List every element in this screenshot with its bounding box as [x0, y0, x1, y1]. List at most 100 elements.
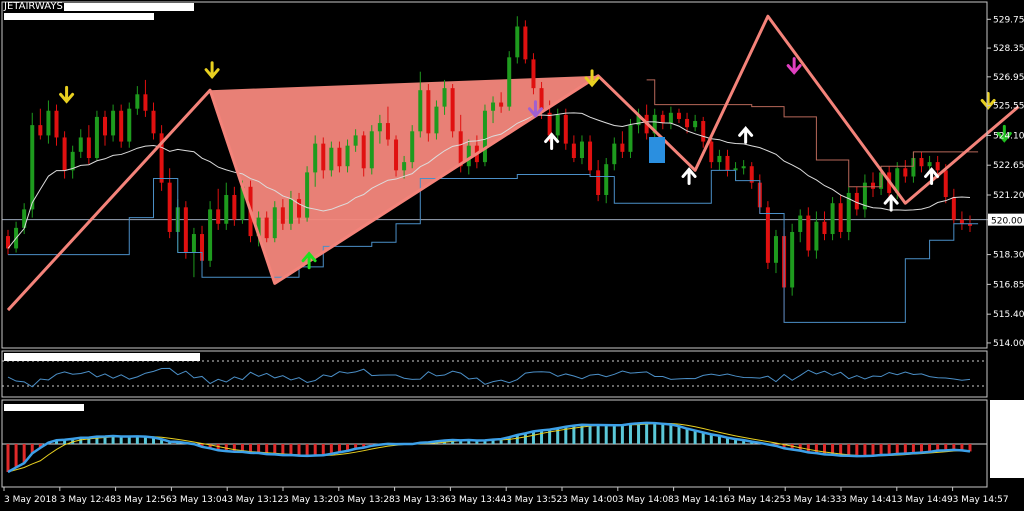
sell-arrow-icon — [584, 69, 600, 88]
macd-histogram-bar — [822, 444, 826, 455]
candle-body — [676, 112, 681, 119]
oscillator-panel-frame — [1, 350, 988, 398]
time-tick-label: 3 May 13:12 — [227, 495, 283, 505]
candle-body — [103, 116, 108, 136]
candle-body — [491, 102, 496, 111]
time-tick-label: 3 May 14:00 — [562, 495, 618, 505]
candle-body — [297, 199, 302, 218]
candle-body — [394, 139, 399, 171]
buy-arrow-icon — [681, 167, 697, 185]
candle-body — [951, 197, 956, 220]
price-tick-label: 529.75 — [993, 15, 1024, 25]
macd-panel — [2, 421, 987, 474]
candle-body — [725, 155, 730, 171]
candle-body — [660, 114, 665, 124]
candle-body — [264, 217, 269, 239]
macd-histogram-bar — [6, 444, 10, 472]
macd-histogram-bar — [38, 444, 42, 448]
candle-body — [604, 164, 609, 195]
candle-body — [361, 135, 366, 169]
macd-histogram-bar — [249, 444, 253, 453]
candle-body — [806, 215, 811, 251]
candle-body — [78, 137, 83, 152]
candle-body — [208, 209, 213, 261]
candle-body — [749, 166, 754, 183]
macd-histogram-bar — [531, 431, 535, 444]
candle-body — [127, 108, 132, 142]
candle-body — [143, 94, 148, 111]
candle-body — [968, 223, 972, 226]
price-tick-label: 514.00 — [993, 339, 1024, 349]
macd-histogram-bar — [596, 425, 600, 444]
indicator-name-mask-3 — [4, 353, 200, 361]
macd-histogram-bar — [337, 444, 341, 453]
indicator-name-mask-4 — [4, 404, 84, 411]
candle-body — [636, 114, 641, 126]
candle-body — [507, 57, 512, 107]
candle-body — [499, 102, 504, 107]
candle-body — [563, 114, 568, 144]
macd-histogram-bar — [297, 444, 301, 456]
candle-body — [377, 123, 382, 132]
macd-histogram-bar — [863, 444, 867, 456]
macd-histogram-bar — [111, 435, 115, 444]
macd-histogram-bar — [944, 444, 948, 451]
macd-histogram-bar — [645, 422, 649, 444]
sell-arrow-icon — [786, 57, 802, 75]
candle-body — [86, 137, 91, 159]
candle-body — [442, 88, 447, 107]
macd-histogram-bar — [499, 439, 503, 444]
macd-histogram-bar — [467, 439, 471, 444]
time-tick-label: 3 May 14:25 — [729, 495, 785, 505]
macd-histogram-bar — [224, 444, 228, 452]
candle-body — [256, 217, 261, 237]
macd-histogram-bar — [540, 430, 544, 444]
macd-histogram-bar — [208, 444, 212, 449]
resistance-line — [646, 79, 979, 188]
macd-histogram-bar — [491, 439, 495, 444]
buy-arrow-icon — [924, 167, 940, 185]
macd-histogram-bar — [95, 436, 99, 444]
macd-histogram-bar — [240, 444, 244, 452]
candle-body — [119, 110, 124, 142]
candle-body — [46, 110, 51, 136]
macd-histogram-bar — [637, 423, 641, 444]
macd-histogram-bar — [321, 444, 325, 456]
macd-histogram-bar — [677, 426, 681, 444]
macd-histogram-bar — [628, 424, 632, 444]
macd-histogram-bar — [257, 444, 261, 454]
trailing-stop-line — [8, 169, 979, 323]
time-tick-label: 3 May 14:41 — [841, 495, 897, 505]
macd-histogram-bar — [588, 424, 592, 444]
candle-body — [741, 166, 746, 169]
macd-histogram-bar — [523, 433, 527, 444]
channel-fill — [210, 75, 599, 284]
candle-body — [313, 143, 318, 173]
macd-histogram-bar — [556, 428, 560, 444]
macd-histogram-bar — [305, 444, 309, 456]
price-tick-label: 521.20 — [993, 191, 1024, 201]
candle-body — [22, 209, 27, 228]
zigzag-line — [6, 14, 1020, 312]
macd-histogram-bar — [806, 444, 810, 453]
macd-histogram-bar — [693, 430, 697, 444]
candle-body — [588, 141, 593, 171]
macd-histogram-bar — [895, 444, 899, 454]
candle-body — [70, 151, 75, 171]
candle-body — [943, 170, 948, 198]
candle-body — [579, 141, 584, 159]
macd-histogram-bar — [790, 444, 794, 450]
time-tick-label: 3 May 13:04 — [171, 495, 227, 505]
buy-arrow-icon — [301, 251, 317, 270]
time-tick-label: 3 May 13:44 — [450, 495, 506, 505]
time-tick-label: 3 May 14:33 — [785, 495, 841, 505]
macd-histogram-bar — [685, 428, 689, 444]
current-price-box — [988, 213, 1024, 226]
macd-histogram-bar — [839, 444, 843, 456]
macd-histogram-bar — [952, 444, 956, 450]
candle-body — [183, 207, 188, 253]
candle-body — [927, 162, 932, 167]
candle-body — [159, 133, 164, 183]
time-tick-label: 3 May 14:08 — [618, 495, 674, 505]
